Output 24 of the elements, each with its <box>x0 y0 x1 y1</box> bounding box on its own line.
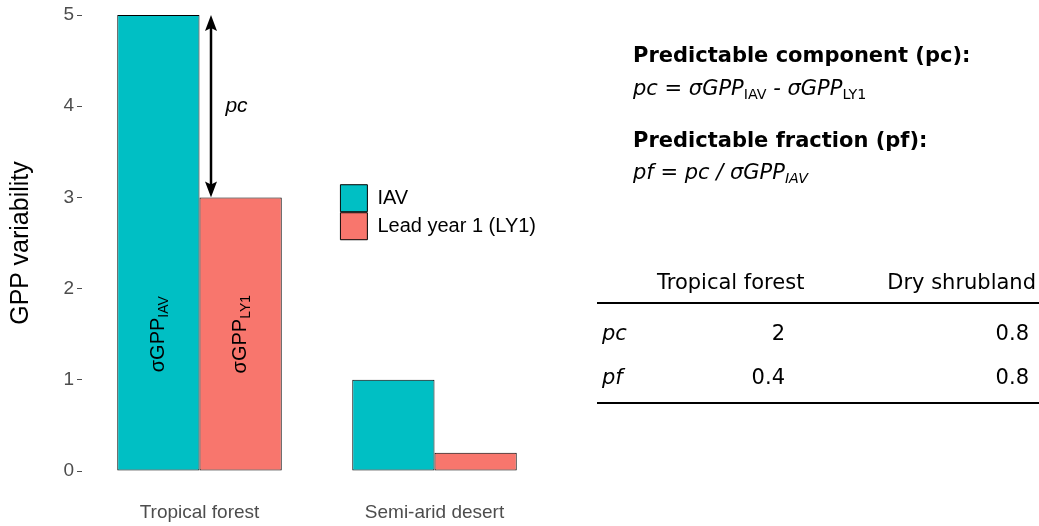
legend-label: IAV <box>377 185 409 208</box>
y-tick-label: 5 <box>63 3 74 25</box>
x-tick-label: Semi-arid desert <box>364 500 505 522</box>
text: 0.4 <box>751 365 785 389</box>
text: Predictable component (pc): <box>633 43 971 67</box>
text: 0.8 <box>995 365 1029 389</box>
y-tick-label: 2 <box>63 276 74 298</box>
text: pf = pc / σGPP$_{IAV}$ <box>633 160 808 187</box>
text: pc <box>602 321 627 345</box>
text: Predictable fraction (pf): <box>633 128 928 152</box>
annotation: σGPPLY1 <box>228 294 254 374</box>
y-axis-title: GPP variability <box>4 160 33 325</box>
text: pc = σGPP$_{IAV}$ - σGPP$_{LY1}$ <box>633 76 867 103</box>
y-tick-label: 4 <box>63 94 75 116</box>
text: Dry shrubland <box>887 270 1036 294</box>
y-tick-label: 0 <box>63 459 74 481</box>
text: 2 <box>771 321 785 345</box>
text: Tropical forest <box>657 270 805 294</box>
legend-label: Lead year 1 (LY1) <box>377 213 537 236</box>
y-tick-label: 3 <box>63 185 74 207</box>
annotation: σGPPIAV <box>145 295 172 373</box>
text: 0.8 <box>995 321 1029 345</box>
y-tick-label: 1 <box>63 368 74 390</box>
annotation: pc <box>224 93 249 117</box>
